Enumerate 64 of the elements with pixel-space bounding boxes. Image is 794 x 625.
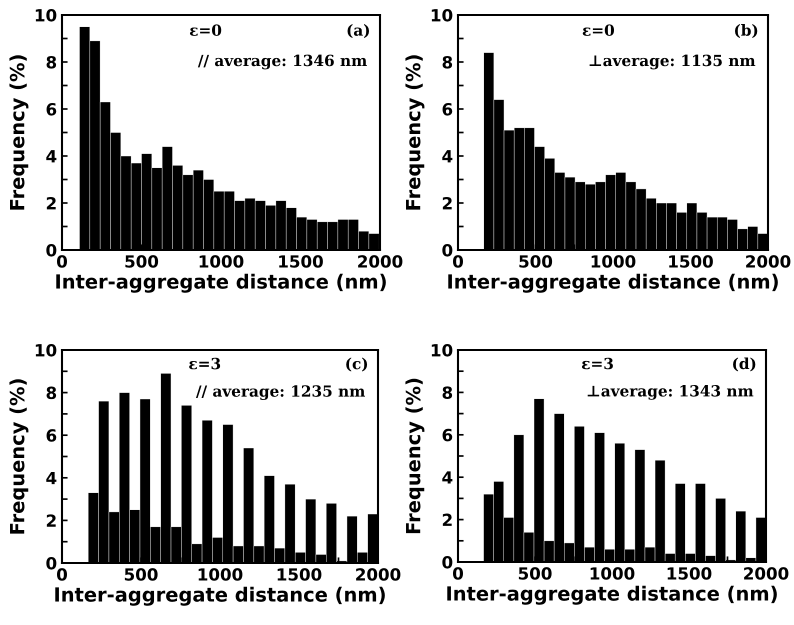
y-axis-title: Frequency (%) [9,55,28,210]
x-tick-label: 0 [57,568,67,581]
y-axis-title: Frequency (%) [9,379,28,534]
y-tick-label: 6 [442,428,452,442]
x-tick-label: 2000 [746,255,790,268]
y-axis-title: Frequency (%) [405,378,424,534]
x-tick-label: 0 [453,255,463,268]
y-tick-label: 8 [46,386,56,400]
annotation: (c) [346,358,368,372]
x-tick-label: 2000 [358,255,402,268]
x-tick-label: 500 [125,255,158,268]
x-tick-label: 1000 [590,567,634,580]
y-tick-label: 4 [442,471,452,484]
y-tick-label: 4 [442,150,452,162]
y-tick-label: 0 [442,244,452,257]
annotation: // average: 1346 nm [198,54,367,70]
y-tick-label: 8 [46,56,56,69]
x-axis-title: Inter-aggregate distance (nm) [56,274,386,293]
annotation: ⊥average: 1343 nm [588,385,754,400]
y-tick-label: 6 [46,429,56,442]
y-tick-label: 0 [442,556,452,569]
y-tick-label: 0 [46,244,56,257]
x-axis-title: Inter-aggregate distance (nm) [55,586,385,606]
x-tick-label: 500 [518,567,552,580]
annotation: (b) [735,24,758,38]
y-tick-label: 0 [46,556,56,570]
y-tick-label: 10 [36,8,56,22]
x-axis-title: Inter-aggregate distance (nm) [448,274,778,293]
y-tick-label: 6 [442,102,452,116]
x-tick-label: 1500 [668,567,712,580]
x-tick-label: 1000 [200,255,244,268]
annotation: ε=0 [190,24,222,36]
annotation: ε=3 [189,358,220,370]
y-tick-label: 4 [46,472,56,484]
x-tick-label: 2000 [744,567,788,580]
y-tick-label: 2 [442,196,452,210]
annotation: ε=3 [582,358,613,370]
y-tick-label: 8 [442,56,452,69]
annotation: ε=0 [582,24,614,36]
x-tick-label: 500 [519,255,552,268]
annotation: ⊥average: 1135 nm [590,54,756,70]
x-tick-label: 2000 [356,568,400,581]
x-tick-label: 1000 [198,568,242,581]
x-tick-label: 500 [124,568,158,581]
y-axis-title: Frequency (%) [405,55,424,210]
x-tick-label: 1000 [592,255,636,268]
x-tick-label: 0 [453,567,463,580]
x-tick-label: 1500 [279,255,323,268]
y-tick-label: 10 [432,8,452,22]
y-tick-label: 2 [46,196,56,210]
y-tick-label: 2 [46,514,56,527]
annotation: (a) [348,24,370,38]
x-tick-label: 1500 [669,255,713,268]
x-axis-title: Inter-aggregate distance (nm) [447,586,777,605]
y-tick-label: 2 [442,514,452,526]
y-tick-label: 10 [432,344,452,357]
x-tick-label: 1500 [278,568,322,581]
x-tick-label: 0 [57,255,67,268]
y-tick-label: 8 [442,386,452,399]
y-tick-label: 6 [46,102,56,116]
annotation: (d) [733,357,756,372]
annotation: // average: 1235 nm [196,385,366,400]
y-tick-label: 10 [36,344,56,357]
y-tick-label: 4 [46,150,56,162]
